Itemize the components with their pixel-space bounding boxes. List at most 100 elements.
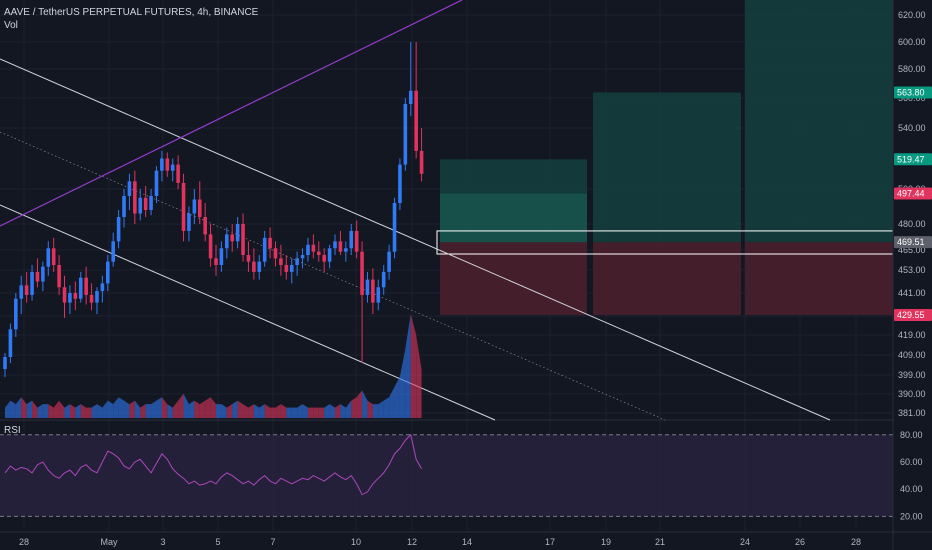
candle-body — [170, 164, 175, 171]
time-tick-label: 5 — [215, 537, 220, 547]
candle-body — [203, 217, 207, 235]
candle-body — [160, 158, 164, 171]
volume-segment — [399, 348, 406, 418]
volume-segment — [32, 400, 38, 418]
price-tick-label: 480.00 — [898, 219, 926, 229]
volume-segment — [340, 404, 346, 418]
price-tick-label: 381.00 — [898, 408, 926, 418]
price-tick-label: 390.00 — [898, 389, 926, 399]
symbol-title[interactable]: AAVE / TetherUS PERPETUAL FUTURES, 4h, B… — [4, 7, 259, 18]
stop-zone-2 — [593, 242, 741, 315]
volume-bars — [5, 314, 422, 418]
candle-body — [225, 234, 229, 249]
candle-body — [143, 197, 148, 210]
time-tick-label: 21 — [655, 537, 665, 547]
candle-body — [181, 182, 186, 231]
volume-segment — [345, 400, 352, 418]
volume-segment — [205, 397, 211, 418]
volume-segment — [183, 393, 189, 418]
price-tag-bg — [894, 153, 932, 166]
candle-body — [295, 258, 299, 265]
volume-segment — [324, 404, 330, 418]
volume-segment — [134, 400, 141, 418]
volume-segment — [64, 404, 70, 418]
volume-segment — [215, 404, 222, 418]
candle-body — [14, 298, 18, 330]
volume-segment — [53, 400, 60, 418]
candle-body — [284, 265, 289, 272]
volume-segment — [118, 397, 125, 418]
candle-body — [68, 293, 72, 303]
long-position-zones[interactable] — [436, 0, 898, 315]
volume-segment — [86, 407, 92, 418]
time-tick-label: 10 — [351, 537, 361, 547]
time-tick-label: May — [100, 537, 118, 547]
volume-segment — [383, 397, 390, 418]
volume-segment — [26, 400, 33, 418]
price-tag-bg — [894, 86, 932, 99]
candle-body — [387, 251, 391, 272]
volume-segment — [42, 404, 49, 418]
price-tick-label: 409.00 — [898, 350, 926, 360]
volume-segment — [394, 376, 400, 418]
volume-segment — [172, 400, 179, 418]
price-axis[interactable]: 620.00600.00580.00560.00540.00500.00480.… — [892, 0, 932, 550]
candle-body — [338, 241, 343, 252]
candle-body — [41, 266, 45, 282]
candle-body — [197, 199, 202, 217]
candle-body — [127, 181, 132, 196]
volume-segment — [124, 400, 130, 418]
volume-segment — [151, 400, 157, 418]
price-tick-label: 399.00 — [898, 370, 926, 380]
volume-segment — [302, 404, 308, 418]
candle-body — [333, 241, 337, 249]
stop-zone-1 — [440, 242, 587, 315]
price-tag-label: 519.47 — [897, 154, 925, 164]
candle-body — [279, 258, 283, 265]
candle-body — [257, 261, 262, 272]
volume-segment — [5, 400, 11, 418]
rsi-tick-label: 80.00 — [900, 430, 923, 440]
price-tag-label: 469.51 — [897, 237, 925, 247]
candle-body — [311, 244, 316, 252]
candle-body — [84, 277, 88, 295]
volume-segment — [318, 407, 325, 418]
candle-body — [360, 251, 364, 295]
candle-body — [306, 244, 310, 255]
candle-body — [78, 277, 83, 299]
channel-mid-line — [0, 131, 666, 421]
volume-segment — [307, 407, 314, 418]
price-tick-label: 540.00 — [898, 123, 926, 133]
price-tick-label: 580.00 — [898, 64, 926, 74]
price-tag-label: 563.80 — [897, 87, 925, 97]
rsi-legend-label[interactable]: RSI — [4, 425, 21, 436]
candle-body — [408, 90, 413, 104]
candle-body — [149, 196, 153, 210]
price-tag-bg — [894, 187, 932, 200]
rsi-tick-label: 20.00 — [900, 511, 923, 521]
volume-segment — [107, 400, 114, 418]
candle-body — [398, 164, 402, 203]
volume-segment — [156, 397, 162, 418]
price-tick-label: 419.00 — [898, 330, 926, 340]
time-tick-label: 19 — [601, 537, 611, 547]
volume-segment — [351, 397, 357, 418]
volume-segment — [37, 404, 43, 418]
volume-segment — [226, 404, 233, 418]
target-zone-inner — [440, 193, 587, 243]
candle-body — [111, 241, 115, 262]
volume-legend-label[interactable]: Vol — [4, 20, 18, 31]
rsi-band — [0, 434, 893, 517]
time-axis[interactable]: 28 May 3 5 7 10 12 14 17 19 21 24 26 28 — [0, 531, 932, 547]
volume-segment — [280, 404, 287, 418]
candle-body — [24, 285, 29, 295]
volume-segment — [113, 397, 119, 418]
volume-segment — [291, 407, 298, 418]
volume-segment — [48, 404, 54, 418]
candlestick-series — [3, 42, 424, 378]
volume-segment — [286, 407, 292, 418]
candle-body — [192, 199, 197, 214]
time-tick-label: 26 — [795, 537, 805, 547]
volume-segment — [69, 404, 76, 418]
